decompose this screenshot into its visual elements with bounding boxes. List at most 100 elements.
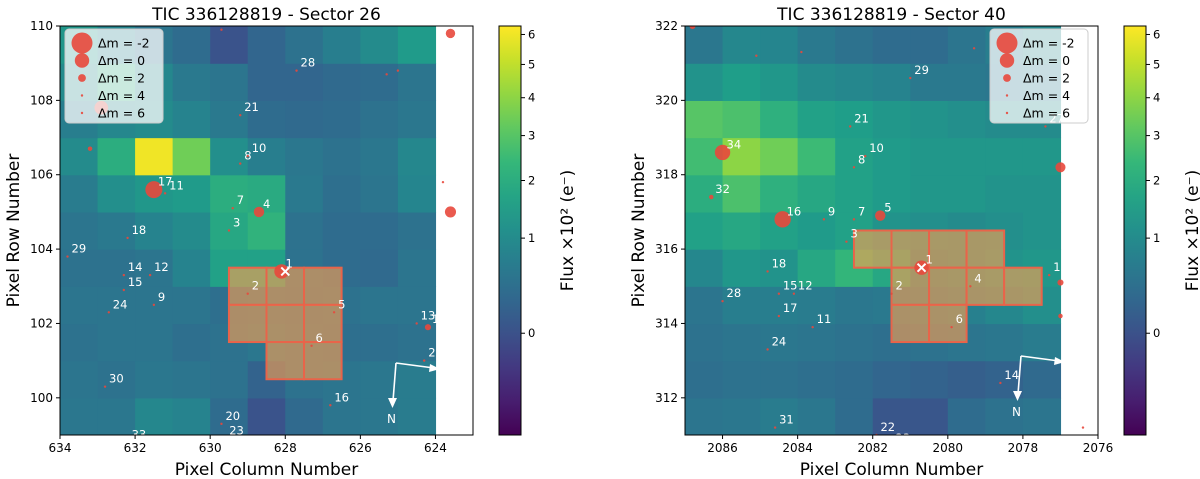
heatmap-cell [835,174,874,213]
heatmap-cell [760,174,799,213]
star-27 [441,180,445,184]
compass-north-arrow [392,362,397,402]
compass-east-head [429,364,440,372]
y-tick-label: 102 [30,316,53,330]
star-label-16: 16 [334,390,349,404]
legend-marker [78,74,86,82]
heatmap-cell [985,137,1024,176]
star-29 [66,255,69,258]
heatmap-cell [285,137,324,176]
star-16 [774,211,791,228]
axes-frame [684,25,1099,436]
star-label-29: 29 [914,63,929,77]
heatmap-cell [797,174,836,213]
heatmap-cell [60,249,99,287]
star-label-22: 22 [428,346,443,360]
aperture-pixel [227,303,268,344]
star-7 [852,218,856,221]
star-label-17: 17 [158,175,173,189]
y-tick-label: 110 [30,19,53,33]
target-marker-b [916,262,927,273]
heatmap-cell [872,63,911,101]
heatmap-cell [247,397,286,435]
colorbar-tick-label: 4 [1153,91,1160,105]
star-label-18: 18 [132,223,147,237]
colorbar-tick-label: 0 [528,326,535,340]
star-5 [875,210,886,221]
legend-entry: Δm = -2 [98,36,150,51]
x-tick-label: 2084 [782,441,813,455]
legend-entry: Δm = 2 [98,71,145,86]
heatmap-cell [947,26,986,64]
aperture-pixel [265,303,306,344]
star-label-11: 11 [817,312,832,326]
heatmap-cell [1022,360,1062,399]
colorbar-label: Flux ×10² (e⁻) [1183,170,1200,292]
legend-box [64,28,164,124]
legend-marker [1005,94,1009,97]
star-32 [709,194,714,200]
heatmap-cell [97,174,136,213]
heatmap-cell [872,26,911,64]
star-17 [145,181,163,199]
star-label-18: 18 [772,256,787,270]
x-tick-label: 634 [49,441,72,455]
star-label-5: 5 [338,297,345,311]
heatmap-cell [722,286,761,325]
x-axis-label: Pixel Column Number [175,460,359,479]
aperture-pixel [965,229,1006,269]
star-26 [913,452,915,454]
legend-marker [999,53,1015,68]
heatmap-cell [210,137,249,176]
heatmap-cell [1022,211,1062,250]
star-21 [239,114,242,117]
y-axis-label: Pixel Row Number [629,154,649,308]
heatmap-cell [947,360,986,399]
star-12 [792,292,796,295]
x-tick-label: 2078 [1008,441,1039,455]
heatmap-cell [947,100,986,139]
heatmap-cell [722,63,761,101]
x-tick-label: 630 [199,441,222,455]
star-31 [773,426,777,429]
colorbar-tick-label: 5 [528,57,535,71]
star-13 [1047,273,1051,277]
star-label-26: 26 [918,439,933,453]
heatmap-cell [947,137,986,176]
star-20 [1058,313,1063,319]
heatmap-cell [97,360,136,399]
heatmap-cell [360,174,399,213]
heatmap-cell [210,100,249,139]
star-label-13: 13 [1053,260,1068,274]
star-label-16: 16 [787,204,802,218]
heatmap-cell [360,323,399,362]
heatmap-cell [910,26,949,64]
star-label-20: 20 [1064,301,1079,315]
star-label-34: 34 [727,137,742,151]
star-label-21: 21 [854,111,869,125]
legend-entry: Δm = 4 [1023,88,1070,103]
star-34 [74,449,76,451]
heatmap-cell [797,211,836,250]
heatmap-cell [172,137,211,176]
heatmap-cell [685,100,724,139]
colorbar-tick-label: 2 [528,173,535,187]
heatmap-cell [910,137,949,176]
star-19 [424,324,432,331]
star-17 [777,314,781,318]
heatmap-cell [135,249,174,287]
heatmap-cell [947,397,986,435]
heatmap-cell [910,397,949,435]
colorbar-tick-label: 0 [1153,326,1160,340]
heatmap-cell [172,360,211,399]
y-tick-label: 108 [30,93,53,107]
heatmap-cell [397,323,437,362]
heatmap-cell [985,397,1024,435]
heatmap-cell [722,174,761,213]
y-tick-label: 314 [655,316,678,330]
panel-1: 1234567891011121314151617181920212223242… [4,5,578,479]
heatmap-cell [322,26,361,64]
heatmap-cell [685,323,724,362]
heatmap-cell [97,397,136,435]
heatmap-cell [360,137,399,176]
